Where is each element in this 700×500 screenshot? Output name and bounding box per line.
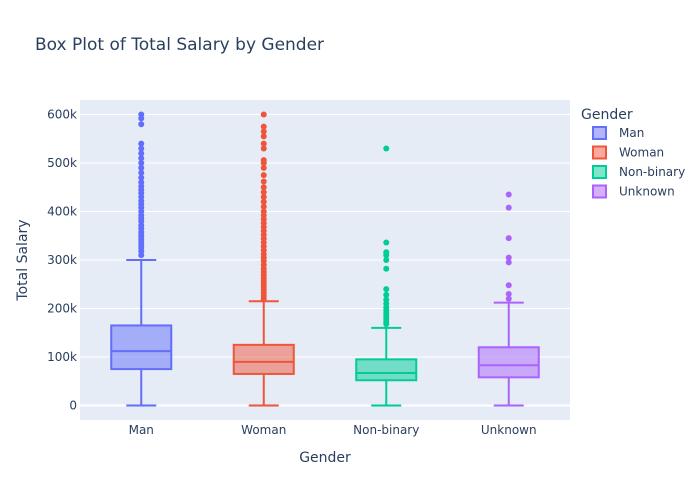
outlier-point bbox=[383, 265, 390, 272]
y-tick-label: 200k bbox=[47, 301, 77, 315]
box-traces bbox=[110, 111, 540, 407]
outlier-point bbox=[505, 295, 512, 302]
legend-label: Woman bbox=[619, 146, 664, 160]
outlier-point bbox=[383, 239, 390, 246]
legend-item-non-binary[interactable]: Non-binary bbox=[592, 165, 685, 179]
x-axis-title: Gender bbox=[299, 450, 351, 466]
outlier-point bbox=[260, 164, 267, 171]
outlier-point bbox=[260, 198, 267, 205]
outlier-point bbox=[138, 160, 145, 167]
legend-label: Man bbox=[619, 126, 644, 140]
outlier-point bbox=[383, 291, 390, 298]
y-tick-label: 0 bbox=[69, 398, 77, 412]
box-man bbox=[110, 111, 173, 407]
outlier-point bbox=[260, 189, 267, 196]
box-woman bbox=[232, 111, 295, 407]
outlier-point bbox=[505, 290, 512, 297]
outlier-point bbox=[138, 145, 145, 152]
outlier-point bbox=[260, 133, 267, 140]
legend-item-man[interactable]: Man bbox=[592, 126, 644, 140]
box-unknown bbox=[477, 191, 540, 407]
y-tick-label: 400k bbox=[47, 205, 77, 219]
outlier-point bbox=[260, 128, 267, 135]
outlier-point bbox=[505, 254, 512, 261]
outlier-point bbox=[138, 164, 145, 171]
outlier-point bbox=[383, 296, 390, 303]
legend-swatch bbox=[592, 184, 607, 199]
legend-item-woman[interactable]: Woman bbox=[592, 145, 664, 160]
outlier-point bbox=[260, 208, 267, 215]
outlier-point bbox=[138, 150, 145, 157]
outlier-point bbox=[138, 121, 145, 128]
outlier-point bbox=[505, 204, 512, 211]
legend-swatch bbox=[592, 126, 607, 140]
legend-item-unknown[interactable]: Unknown bbox=[592, 184, 675, 199]
outlier-point bbox=[505, 259, 512, 266]
outlier-point bbox=[138, 174, 145, 181]
chart-title: Box Plot of Total Salary by Gender bbox=[35, 35, 324, 55]
legend: Gender Man Woman Non-binary Unknown bbox=[581, 107, 685, 199]
y-tick-label: 300k bbox=[47, 253, 77, 267]
outlier-point bbox=[138, 169, 145, 176]
iqr-box bbox=[355, 358, 418, 382]
y-axis-ticks: 0 100k 200k 300k 400k 500k 600k bbox=[47, 108, 77, 413]
x-tick-label: Woman bbox=[241, 423, 286, 437]
y-tick-label: 500k bbox=[47, 156, 77, 170]
outlier-point bbox=[260, 172, 267, 179]
outlier-point bbox=[383, 145, 390, 152]
iqr-box bbox=[232, 343, 295, 375]
outlier-point bbox=[505, 191, 512, 198]
outlier-point bbox=[260, 178, 267, 185]
outlier-point bbox=[138, 140, 145, 147]
outlier-point bbox=[505, 235, 512, 242]
x-tick-label: Unknown bbox=[481, 423, 537, 437]
outlier-point bbox=[138, 155, 145, 162]
x-tick-label: Non-binary bbox=[353, 423, 419, 437]
outlier-point bbox=[260, 140, 267, 147]
y-tick-label: 600k bbox=[47, 108, 77, 122]
outlier-point bbox=[260, 193, 267, 200]
outlier-point bbox=[505, 282, 512, 289]
iqr-box bbox=[477, 346, 540, 379]
outlier-point bbox=[260, 157, 267, 164]
outlier-point bbox=[260, 145, 267, 152]
legend-label: Unknown bbox=[619, 185, 675, 199]
x-tick-label: Man bbox=[129, 423, 154, 437]
legend-swatch bbox=[592, 145, 607, 160]
legend-title: Gender bbox=[581, 107, 633, 123]
outlier-point bbox=[138, 179, 145, 186]
legend-swatch bbox=[592, 165, 607, 179]
outlier-point bbox=[260, 203, 267, 210]
box-non-binary bbox=[355, 145, 418, 407]
y-tick-label: 100k bbox=[47, 350, 77, 364]
outlier-point bbox=[383, 257, 390, 263]
x-axis-ticks: Man Woman Non-binary Unknown bbox=[129, 423, 537, 437]
outlier-point bbox=[260, 111, 267, 118]
legend-label: Non-binary bbox=[619, 165, 685, 179]
outlier-point bbox=[383, 249, 390, 256]
iqr-box bbox=[110, 324, 173, 371]
y-axis-title: Total Salary bbox=[15, 219, 31, 301]
outlier-point bbox=[260, 123, 267, 130]
outlier-point bbox=[138, 111, 145, 118]
outlier-point bbox=[260, 184, 267, 191]
outlier-point bbox=[383, 286, 390, 293]
